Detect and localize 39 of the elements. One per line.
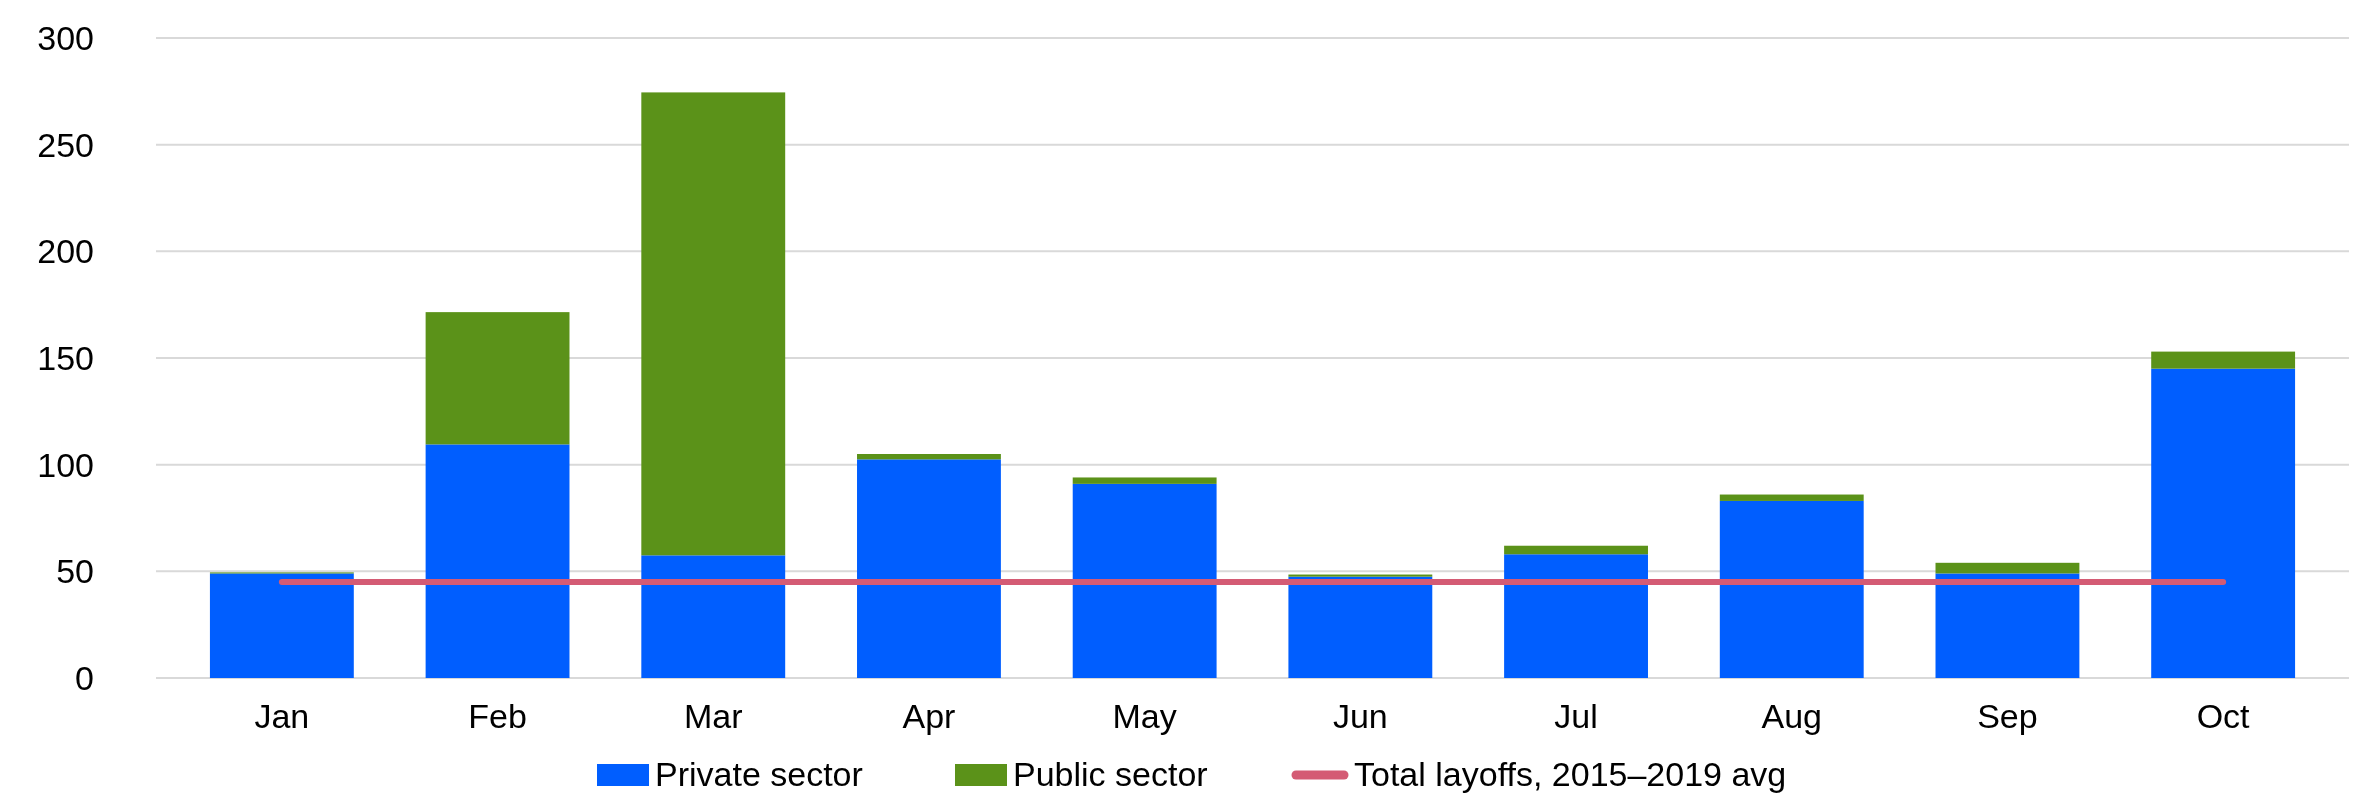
y-tick-label: 200	[37, 232, 94, 271]
bar	[857, 454, 1001, 460]
y-tick-label: 300	[37, 18, 94, 57]
bar	[1719, 494, 1864, 501]
bar	[425, 444, 570, 678]
y-tick-label: 50	[56, 552, 94, 591]
x-tick-label: Jun	[1332, 697, 1388, 735]
bar	[1288, 576, 1433, 678]
x-tick-label: Sep	[1977, 697, 2038, 735]
bar	[1719, 500, 1864, 678]
bar	[1072, 477, 1217, 484]
x-tick-label: Aug	[1761, 697, 1822, 735]
bar	[2151, 351, 2296, 369]
y-tick-label: 0	[75, 658, 94, 697]
x-tick-label: Jul	[1554, 697, 1598, 735]
bar	[1935, 573, 2080, 678]
x-tick-label: Jan	[254, 697, 310, 735]
bar	[1935, 562, 2080, 574]
legend-label: Public sector	[1013, 755, 1208, 793]
y-tick-label: 250	[37, 125, 94, 164]
bar	[641, 555, 786, 678]
y-tick-label: 150	[37, 338, 94, 377]
legend-label: Private sector	[655, 755, 863, 793]
legend-label: Total layoffs, 2015–2019 avg	[1354, 755, 1787, 793]
x-tick-label: May	[1112, 697, 1177, 735]
x-tick-label: Feb	[468, 697, 527, 735]
bar	[2151, 368, 2296, 678]
y-tick-label: 100	[37, 445, 94, 484]
bar	[857, 459, 1001, 678]
bar	[1504, 545, 1648, 555]
bar	[1504, 554, 1648, 678]
bar	[1072, 483, 1217, 678]
x-tick-label: Oct	[2196, 697, 2251, 735]
bar	[641, 92, 786, 556]
bar	[209, 573, 354, 678]
bar	[425, 312, 570, 445]
bar	[1288, 574, 1433, 577]
x-tick-label: Mar	[683, 697, 743, 735]
x-tick-label: Apr	[902, 697, 956, 735]
